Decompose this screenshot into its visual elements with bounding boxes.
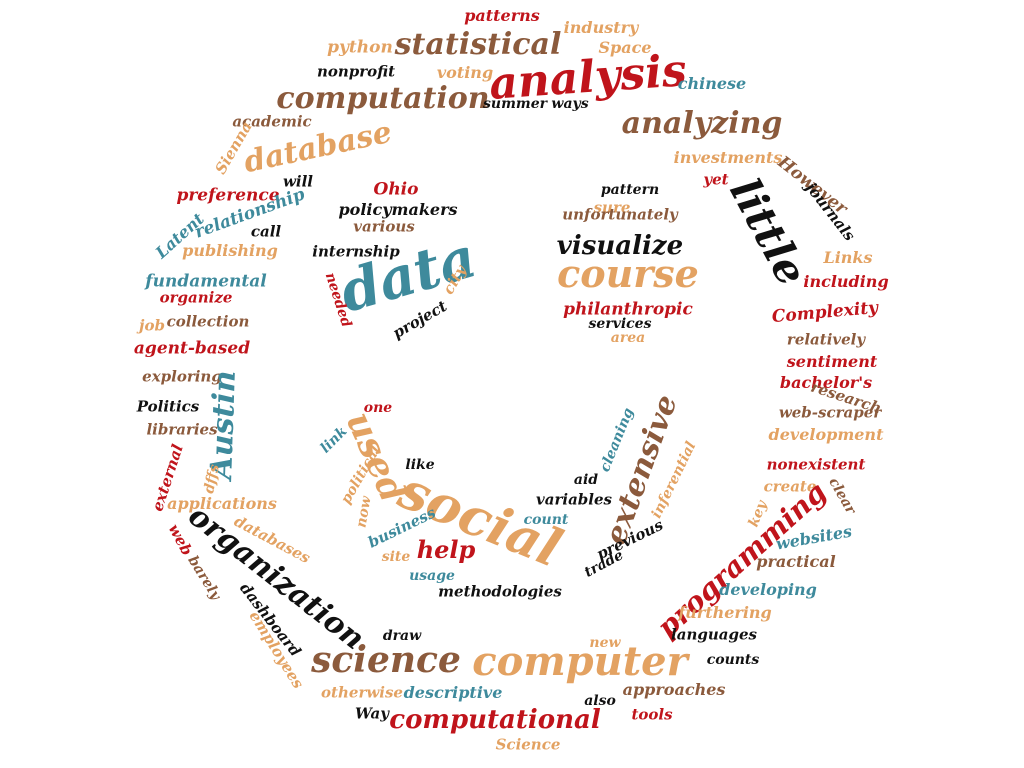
word-politics: Politics [136,397,200,416]
word-python: python [327,37,393,58]
word-way: Way [355,704,389,723]
word-chinese: chinese [677,74,747,93]
word-analyzing: analyzing [621,106,783,141]
word-voting: voting [436,63,494,82]
word-ways: ways [551,96,589,112]
word-computational: computational [389,705,601,735]
word-relatively: relatively [786,330,866,349]
word-services: services [588,316,652,332]
word-libraries: libraries [146,420,218,439]
word-collection: collection [166,312,250,331]
word-links: Links [823,248,873,267]
word-now: now [353,495,375,529]
word-clear: clear [825,475,859,517]
word-industry: industry [563,18,639,37]
word-languages: languages [671,625,757,644]
word-academic: academic [232,112,312,131]
word-tools: tools [631,705,673,724]
word-publishing: publishing [182,241,278,260]
word-descriptive: descriptive [403,683,503,702]
word-call: call [250,222,282,241]
word-practical: practical [756,552,836,571]
word-patterns: patterns [464,6,540,25]
word-preference: preference [176,185,280,206]
word-investments: investments [673,148,783,167]
word-little: little [720,170,817,294]
word-aid: aid [573,472,599,488]
word-computer: computer [472,638,688,685]
word-science: science [311,639,461,681]
word-development: development [768,425,884,444]
word-space: Space [598,38,652,57]
word-summer: summer [483,96,547,112]
word-methodologies: methodologies [438,582,562,601]
word-exploring: exploring [142,367,222,386]
word-one: one [363,400,393,416]
word-area: area [610,330,646,346]
word-including: including [803,272,889,291]
word-internship: internship [312,242,400,261]
word-approaches: approaches [622,680,726,699]
word-nonprofit: nonprofit [316,62,396,81]
word-various: various [353,217,415,236]
word-fundamental: fundamental [145,271,267,292]
word-usage: usage [409,568,455,584]
word-agent-based: agent-based [133,338,251,359]
word-bachelor-s: bachelor's [779,373,873,392]
word-help: help [416,535,476,564]
word-nonexistent: nonexistent [766,455,866,474]
word-philanthropic: philanthropic [563,299,693,320]
word-link: link [317,423,351,457]
word-sentiment: sentiment [786,352,878,371]
word-policymakers: policymakers [338,200,458,219]
word-otherwise: otherwise [321,683,403,702]
word-computation: computation [276,81,490,116]
word-pattern: pattern [600,182,660,198]
word-barely: barely [184,553,224,603]
word-job: job [139,316,165,335]
word-new: new [589,635,621,651]
word-complexity: Complexity [771,297,879,328]
word-counts: counts [706,652,760,668]
word-yet: yet [703,170,729,189]
word-will: will [282,172,314,191]
word-draw: draw [382,628,422,644]
word-organize: organize [159,288,233,307]
word-also: also [584,693,616,709]
word-site: site [381,549,411,565]
word-statistical: statistical [394,27,562,62]
word-developing: developing [719,580,817,599]
word-ohio: Ohio [373,179,419,200]
word-unfortunately: unfortunately [562,205,678,224]
word-create: create [763,477,817,496]
word-variables: variables [536,490,612,509]
word-science: Science [495,735,561,754]
word-furthering: furthering [678,603,772,622]
word-web-scraper: web-scraper [778,403,882,422]
word-dffs: dffs [201,463,223,495]
word-like: like [405,457,435,473]
word-sure: sure [593,198,631,217]
word-visualize: visualize [556,231,684,261]
word-count: count [523,512,569,528]
word-course: course [557,251,699,296]
word-applications: applications [167,494,277,513]
